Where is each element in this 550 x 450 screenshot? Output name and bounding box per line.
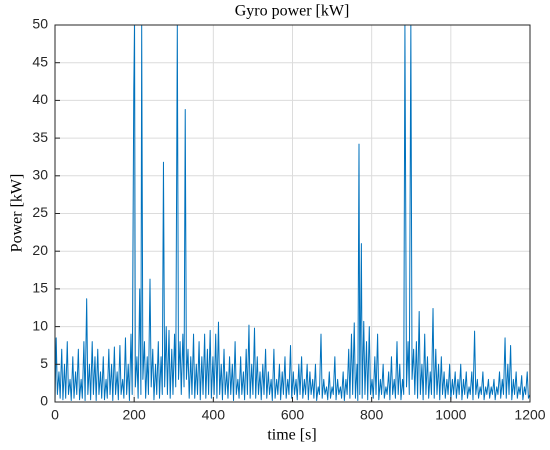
y-tick-label: 45	[32, 53, 48, 69]
x-tick-label: 1200	[514, 407, 545, 423]
y-tick-label: 20	[32, 242, 48, 258]
y-tick-label: 50	[32, 16, 48, 32]
y-tick-label: 35	[32, 129, 48, 145]
chart-title: Gyro power [kW]	[235, 3, 350, 20]
data-line	[55, 25, 530, 402]
x-tick-label: 0	[51, 407, 59, 423]
x-tick-label: 600	[281, 407, 305, 423]
x-tick-label: 1000	[435, 407, 466, 423]
y-tick-label: 25	[32, 204, 48, 220]
y-axis-label: Power [kW]	[9, 174, 26, 253]
y-tick-label: 0	[40, 393, 48, 409]
plot-lines	[55, 25, 530, 402]
y-tick-label: 5	[40, 355, 48, 371]
y-tick-label: 30	[32, 167, 48, 183]
ticks: 0 5 10 15 20 25 30 35 40 45 50 0 200 400 600 800 1000 120…	[32, 16, 545, 423]
x-tick-label: 800	[360, 407, 384, 423]
x-tick-label: 400	[202, 407, 226, 423]
y-tick-label: 15	[32, 280, 48, 296]
y-tick-label: 10	[32, 317, 48, 333]
x-tick-label: 200	[122, 407, 146, 423]
x-axis-label: time [s]	[267, 427, 316, 444]
y-tick-label: 40	[32, 91, 48, 107]
